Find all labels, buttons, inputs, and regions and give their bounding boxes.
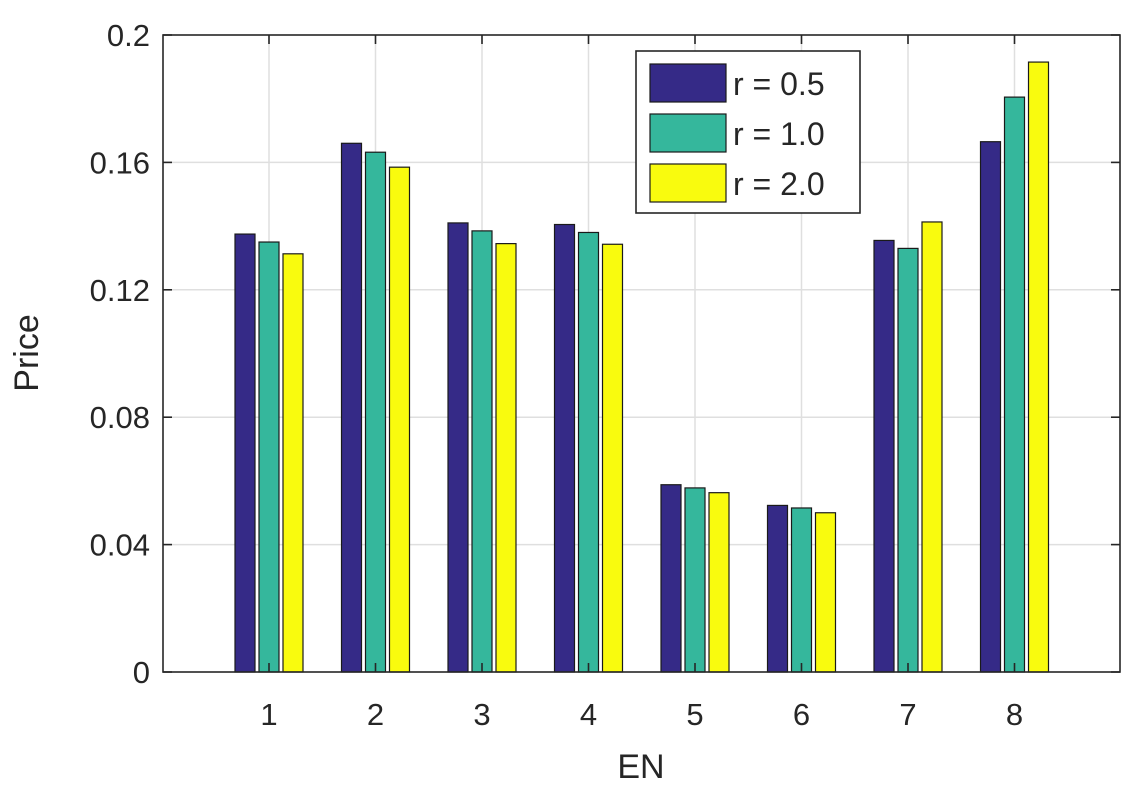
bar-series-2-cat-7: [897, 247, 919, 673]
x-tick-label: 3: [473, 697, 490, 732]
bar-series-3-cat-4: [601, 243, 624, 673]
bar-series-3-cat-2: [388, 166, 411, 673]
legend-label-1: r = 0.5: [733, 66, 825, 102]
plot-area-border: [162, 34, 1121, 673]
bar-series-1-cat-3: [447, 222, 469, 673]
bar-series-2-cat-3: [471, 230, 493, 673]
bar-series-1-cat-4: [553, 223, 576, 673]
bar-series-3-cat-5: [708, 492, 730, 673]
y-tick-label: 0.04: [90, 528, 150, 563]
legend: r = 0.5 r = 1.0 r = 2.0: [635, 50, 861, 214]
bar-series-2-cat-6: [790, 507, 813, 673]
bar-series-3-cat-3: [495, 243, 517, 673]
bar-series-2-cat-2: [364, 151, 387, 673]
y-tick-label: 0.16: [90, 145, 150, 180]
bar-series-1-cat-8: [979, 141, 1002, 673]
bars: [234, 61, 1050, 673]
y-tick-label: 0.12: [90, 273, 150, 308]
x-tick-label: 2: [367, 697, 384, 732]
bar-series-2-cat-4: [577, 231, 600, 673]
legend-swatch-1: [649, 63, 727, 103]
bar-series-2-cat-5: [684, 487, 706, 673]
bar-series-1-cat-5: [660, 484, 682, 673]
bar-series-2-cat-1: [258, 241, 280, 673]
bar-series-2-cat-8: [1003, 96, 1026, 673]
legend-swatch-2: [649, 113, 727, 153]
x-tick-label: 1: [260, 697, 277, 732]
y-tick-labels: 0 0.04 0.08 0.12 0.16 0.2: [90, 18, 150, 690]
bar-series-3-cat-1: [282, 253, 304, 673]
x-axis-label: EN: [617, 748, 664, 786]
bar-series-1-cat-6: [766, 504, 789, 673]
bar-series-1-cat-7: [873, 239, 895, 673]
tick-marks: [163, 34, 1120, 673]
x-tick-label: 4: [580, 697, 597, 732]
bar-series-3-cat-8: [1027, 61, 1050, 673]
bar-series-3-cat-7: [921, 221, 943, 673]
x-tick-label: 7: [899, 697, 916, 732]
y-axis-label: Price: [8, 314, 46, 391]
y-tick-label: 0.08: [90, 400, 150, 435]
x-tick-label: 6: [793, 697, 810, 732]
legend-label-3: r = 2.0: [733, 166, 825, 202]
bar-series-1-cat-1: [234, 233, 256, 673]
legend-label-2: r = 1.0: [733, 116, 825, 152]
bar-series-1-cat-2: [340, 142, 363, 673]
legend-swatch-3: [649, 163, 727, 203]
x-tick-label: 8: [1006, 697, 1023, 732]
x-tick-label: 5: [686, 697, 703, 732]
y-tick-label: 0.2: [107, 18, 150, 53]
y-tick-label: 0: [133, 655, 150, 690]
x-tick-labels: 1 2 3 4 5 6 7 8: [260, 697, 1023, 732]
bar-series-3-cat-6: [814, 512, 837, 673]
